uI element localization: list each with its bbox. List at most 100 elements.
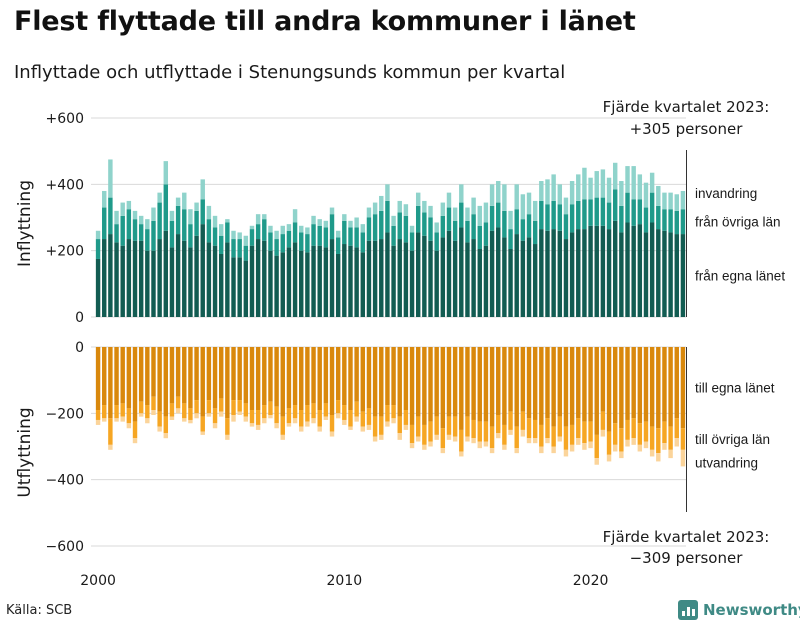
bar-in-0-75 xyxy=(557,230,563,317)
brand-name: Newsworthy xyxy=(703,601,800,619)
bar-out-2-13 xyxy=(175,408,181,414)
bar-in-1-89 xyxy=(643,207,649,233)
bar-in-1-11 xyxy=(163,184,169,231)
bar-out-1-31 xyxy=(286,408,292,424)
bar-in-0-29 xyxy=(274,255,279,317)
bar-in-0-20 xyxy=(218,253,224,317)
bar-in-1-33 xyxy=(299,232,304,251)
bar-in-0-79 xyxy=(582,229,587,317)
bar-in-0-40 xyxy=(342,244,347,317)
bar-out-1-15 xyxy=(188,408,193,420)
bar-in-1-39 xyxy=(335,237,341,254)
bar-in-1-8 xyxy=(145,229,150,251)
bar-in-1-6 xyxy=(132,219,138,241)
bar-out-2-65 xyxy=(496,433,501,439)
bar-out-2-77 xyxy=(569,444,575,452)
bar-in-1-29 xyxy=(274,239,279,256)
bar-in-2-4 xyxy=(120,202,125,216)
bar-in-2-80 xyxy=(588,177,593,200)
bar-in-1-3 xyxy=(114,224,119,243)
bar-out-2-76 xyxy=(563,449,569,457)
bar-out-0-78 xyxy=(576,347,581,419)
bar-in-2-31 xyxy=(286,224,292,231)
bar-in-0-58 xyxy=(452,240,458,317)
bar-in-0-72 xyxy=(539,229,544,317)
bar-in-2-11 xyxy=(163,161,169,185)
bar-in-1-72 xyxy=(539,200,544,230)
bar-in-2-7 xyxy=(138,215,144,225)
bar-out-1-1 xyxy=(102,405,107,419)
bar-out-2-8 xyxy=(145,418,150,424)
bar-out-0-44 xyxy=(366,347,372,409)
inflyttning-bars xyxy=(95,159,686,318)
bar-out-0-28 xyxy=(268,347,273,402)
bar-in-0-86 xyxy=(625,222,630,317)
bar-in-2-25 xyxy=(249,225,255,230)
bar-out-0-25 xyxy=(249,347,255,411)
bar-in-0-4 xyxy=(120,245,125,317)
bar-out-1-17 xyxy=(200,416,205,432)
bar-out-2-62 xyxy=(477,441,482,449)
bar-in-2-13 xyxy=(175,197,181,206)
bar-in-2-82 xyxy=(600,169,606,198)
bar-out-0-76 xyxy=(563,347,569,427)
bar-in-0-65 xyxy=(496,227,501,317)
bar-out-2-93 xyxy=(668,449,673,459)
bar-in-0-69 xyxy=(520,240,526,317)
bar-in-1-75 xyxy=(557,204,563,231)
bar-in-1-38 xyxy=(329,214,335,240)
bar-in-2-41 xyxy=(348,220,353,228)
bar-in-0-33 xyxy=(299,250,304,317)
xtick-2000: 2000 xyxy=(80,573,116,589)
bar-in-1-46 xyxy=(379,210,384,240)
bar-in-2-6 xyxy=(132,210,138,220)
bar-in-2-63 xyxy=(483,202,489,223)
bar-out-2-74 xyxy=(551,446,556,454)
bar-out-2-1 xyxy=(102,418,107,422)
bar-out-1-32 xyxy=(292,405,298,419)
bar-out-2-67 xyxy=(508,429,513,435)
bar-out-2-44 xyxy=(366,424,372,430)
bar-in-0-51 xyxy=(409,250,415,317)
bar-out-0-87 xyxy=(631,347,636,419)
bar-out-0-3 xyxy=(114,347,119,406)
bar-out-0-49 xyxy=(397,347,402,417)
axis-ticks: 0 +200 +400 +600 0 −200 −400 −600 Inflyttning Utf… xyxy=(15,111,608,589)
bar-out-0-82 xyxy=(600,347,606,412)
bar-out-0-34 xyxy=(305,347,310,406)
bar-out-1-53 xyxy=(422,424,427,445)
bar-in-2-95 xyxy=(680,190,686,210)
bar-out-2-26 xyxy=(255,424,261,430)
bar-out-1-13 xyxy=(175,396,181,409)
bar-out-2-10 xyxy=(157,426,162,432)
bar-in-0-66 xyxy=(502,237,507,317)
bar-out-0-40 xyxy=(342,347,347,406)
bar-in-0-94 xyxy=(674,234,679,317)
series-label-out-0: till egna länet xyxy=(695,381,775,396)
bar-out-1-39 xyxy=(335,400,341,414)
bar-in-2-89 xyxy=(643,182,649,208)
bar-out-1-93 xyxy=(668,426,673,450)
annotation-out-line2: −309 personer xyxy=(630,549,744,567)
bar-out-0-59 xyxy=(459,347,464,430)
bar-out-2-64 xyxy=(489,448,495,454)
bar-out-2-32 xyxy=(292,418,298,424)
bar-in-0-12 xyxy=(169,247,175,317)
bar-in-0-10 xyxy=(157,239,162,317)
bar-out-2-80 xyxy=(588,441,593,449)
bar-out-0-37 xyxy=(323,347,329,404)
bar-in-0-87 xyxy=(631,225,636,317)
bar-in-1-55 xyxy=(434,232,439,251)
bar-in-1-10 xyxy=(157,202,162,240)
bar-in-0-31 xyxy=(286,247,292,317)
chart-subtitle: Inflyttade och utflyttade i Stenungsunds… xyxy=(14,62,566,83)
bar-in-1-37 xyxy=(323,227,329,248)
bar-in-2-24 xyxy=(243,235,249,246)
bar-out-0-68 xyxy=(514,347,519,427)
bar-in-2-50 xyxy=(403,204,409,216)
annotation-in-line2: +305 personer xyxy=(630,120,744,138)
bar-out-0-14 xyxy=(182,347,187,404)
bar-out-1-57 xyxy=(446,416,452,435)
bar-in-1-2 xyxy=(108,197,113,235)
